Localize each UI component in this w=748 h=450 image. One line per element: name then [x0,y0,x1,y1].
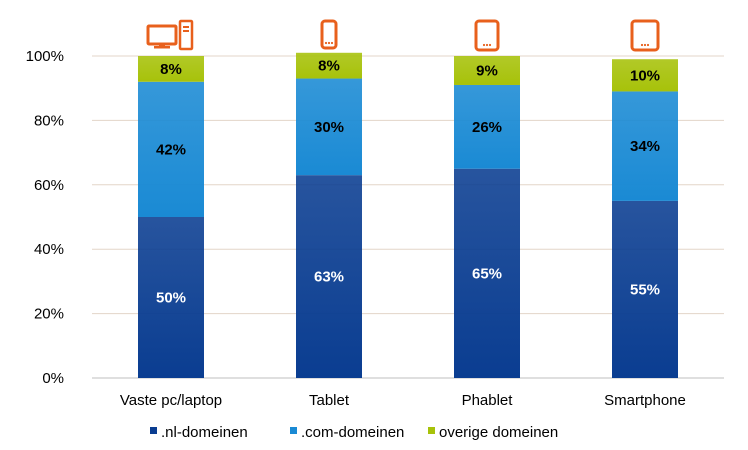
data-label: 8% [318,58,340,75]
bar-segment [138,81,204,217]
data-label: 8% [160,61,182,78]
y-tick-label: 20% [34,306,64,323]
tablet-icon [320,19,338,50]
bar-segment [296,175,362,378]
legend: .nl-domeinen .com-domeinen overige domeine… [150,424,558,441]
data-label: 55% [630,281,660,298]
bar-segment [454,168,520,378]
data-label: 50% [156,290,186,307]
desktop-pc-icon [146,19,194,51]
legend-swatch [290,427,297,434]
data-label: 42% [156,141,186,158]
x-axis: Vaste pc/laptop Tablet Phablet Smartphone [120,392,686,409]
y-tick-label: 80% [34,112,64,129]
data-label: 63% [314,269,344,286]
bar-segment [138,217,204,378]
bars: 50% 42% 8% 63% 30% 8% 65% 26% 9% 55% 34% 10% [138,52,678,378]
device-icons [146,19,660,52]
x-category-label: Phablet [462,392,514,409]
data-label: 9% [476,62,498,79]
legend-label: overige domeinen [439,424,558,441]
y-tick-label: 40% [34,241,64,258]
bar-segment [454,84,520,169]
smartphone-icon [630,19,660,52]
y-tick-label: 100% [26,48,64,65]
phablet-icon [474,19,500,52]
legend-item: .com-domeinen [290,424,404,441]
bar-segment [612,91,678,201]
bar-segment [138,56,204,82]
bar-segment [296,52,362,79]
legend-label: .nl-domeinen [161,424,248,441]
data-label: 26% [472,119,502,136]
bar-segment [454,56,520,85]
bar-segment [612,200,678,378]
x-category-label: Vaste pc/laptop [120,392,222,409]
y-axis: 0% 20% 40% 60% 80% 100% [26,48,64,387]
data-label: 10% [630,67,660,84]
x-category-label: Smartphone [604,392,686,409]
data-label: 30% [314,119,344,136]
bar-segment [296,78,362,176]
legend-label: .com-domeinen [301,424,404,441]
data-label: 34% [630,138,660,155]
legend-swatch [150,427,157,434]
y-tick-label: 60% [34,177,64,194]
legend-item: overige domeinen [428,424,558,441]
x-category-label: Tablet [309,392,350,409]
legend-swatch [428,427,435,434]
y-tick-label: 0% [42,370,64,387]
bar-segment [612,59,678,92]
legend-item: .nl-domeinen [150,424,248,441]
data-label: 65% [472,265,502,282]
